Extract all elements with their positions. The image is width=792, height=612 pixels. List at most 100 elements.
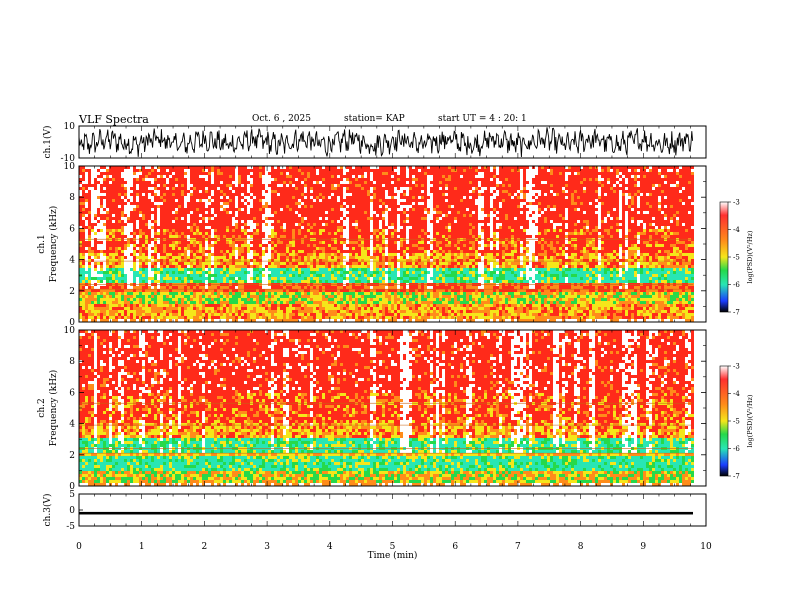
spectrogram-cell	[472, 187, 475, 190]
spectrogram-cell	[478, 226, 481, 229]
spectrogram-cell	[280, 166, 283, 169]
spectrogram-cell	[151, 202, 154, 205]
spectrogram-cell	[253, 187, 256, 190]
spectrogram-cell	[580, 208, 583, 211]
spectrogram-cell	[511, 178, 514, 181]
spectrogram-cell	[256, 181, 259, 184]
spectrogram-cell	[646, 172, 649, 175]
spectrogram-cell	[499, 166, 502, 169]
spectrogram-cell	[208, 187, 211, 190]
spectrogram-cell	[688, 202, 691, 205]
spectrogram-cell	[319, 187, 322, 190]
spectrogram-cell	[508, 199, 511, 202]
spectrogram-cell	[388, 166, 391, 169]
spectrogram-cell	[454, 187, 457, 190]
spectrogram-cell	[388, 205, 391, 208]
spectrogram-cell	[202, 220, 205, 223]
spectrogram-cell	[202, 208, 205, 211]
spectrogram-cell	[283, 193, 286, 196]
spectrogram-cell	[325, 199, 328, 202]
spectrogram-cell	[229, 232, 232, 235]
spectrogram-cell	[481, 172, 484, 175]
spectrogram-cell	[325, 184, 328, 187]
spectrogram-cell	[487, 181, 490, 184]
spectrogram-cell	[238, 172, 241, 175]
spectrogram-cell	[361, 169, 364, 172]
spectrogram-cell	[310, 199, 313, 202]
spectrogram-cell	[592, 187, 595, 190]
spectrogram-cell	[100, 232, 103, 235]
spectrogram-cell	[619, 205, 622, 208]
spectrogram-cell	[322, 196, 325, 199]
spectrogram-cell	[451, 172, 454, 175]
spectrogram-cell	[208, 208, 211, 211]
spectrogram-cell	[478, 181, 481, 184]
spectrogram-cell	[451, 226, 454, 229]
spectrogram-cell	[559, 202, 562, 205]
spectrogram-cell	[379, 193, 382, 196]
spectrogram-cell	[355, 226, 358, 229]
spectrogram-cell	[280, 199, 283, 202]
spectrogram-cell	[358, 211, 361, 214]
spectrogram-cell	[634, 178, 637, 181]
spectrogram-cell	[637, 220, 640, 223]
spectrogram-cell	[385, 226, 388, 229]
spectrogram-cell	[355, 196, 358, 199]
spectrogram-cell	[253, 181, 256, 184]
spectrogram-cell	[445, 193, 448, 196]
spectrogram-cell	[322, 235, 325, 238]
spectrogram-cell	[604, 190, 607, 193]
spectrogram-cell	[328, 223, 331, 226]
spectrogram-cell	[322, 232, 325, 235]
spectrogram-cell	[178, 193, 181, 196]
spectrogram-cell	[268, 217, 271, 220]
spectrogram-cell	[313, 172, 316, 175]
spectrogram-cell	[136, 169, 139, 172]
spectrogram-cell	[142, 229, 145, 232]
spectrogram-cell	[346, 232, 349, 235]
spectrogram-cell	[487, 223, 490, 226]
spectrogram-cell	[280, 211, 283, 214]
spectrogram-cell	[571, 187, 574, 190]
spectrogram-cell	[97, 175, 100, 178]
spectrogram-cell	[139, 178, 142, 181]
spectrogram-cell	[406, 205, 409, 208]
spectrogram-cell	[433, 211, 436, 214]
spectrogram-cell	[298, 217, 301, 220]
spectrogram-cell	[592, 169, 595, 172]
spectrogram-cell	[559, 229, 562, 232]
spectrogram-cell	[298, 232, 301, 235]
spectrogram-cell	[664, 223, 667, 226]
spectrogram-cell	[253, 220, 256, 223]
spectrogram-cell	[610, 166, 613, 169]
spectrogram-cell	[226, 166, 229, 169]
spectrogram-cell	[85, 169, 88, 172]
spectrogram-cell	[310, 193, 313, 196]
spectrogram-cell	[157, 229, 160, 232]
spectrogram-cell	[97, 187, 100, 190]
spectrogram-cell	[406, 184, 409, 187]
spectrogram-cell	[304, 178, 307, 181]
spectrogram-cell	[166, 208, 169, 211]
spectrogram-cell	[421, 229, 424, 232]
spectrogram-cell	[94, 178, 97, 181]
spectrogram-cell	[409, 199, 412, 202]
spectrogram-cell	[364, 184, 367, 187]
spectrogram-cell	[517, 196, 520, 199]
spectrogram-cell	[433, 169, 436, 172]
spectrogram-cell	[421, 214, 424, 217]
spectrogram-cell	[535, 172, 538, 175]
spectrogram-cell	[520, 199, 523, 202]
spectrogram-cell	[124, 181, 127, 184]
spectrogram-cell	[313, 175, 316, 178]
spectrogram-cell	[313, 199, 316, 202]
spectrogram-cell	[295, 208, 298, 211]
spectrogram-cell	[121, 229, 124, 232]
spectrogram-cell	[634, 205, 637, 208]
spectrogram-cell	[529, 232, 532, 235]
spectrogram-cell	[541, 220, 544, 223]
spectrogram-cell	[325, 166, 328, 169]
spectrogram-cell	[391, 202, 394, 205]
spectrogram-cell	[652, 196, 655, 199]
spectrogram-cell	[595, 187, 598, 190]
